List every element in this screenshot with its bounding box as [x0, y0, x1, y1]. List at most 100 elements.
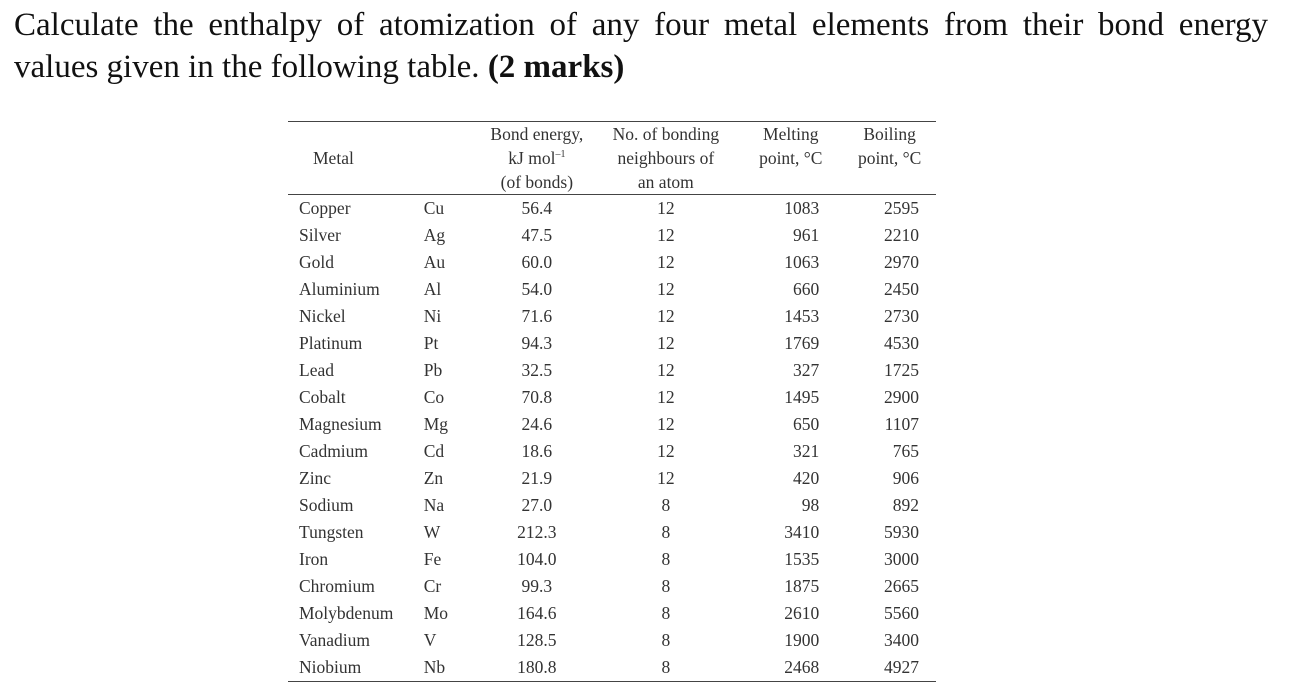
cell-metal: Aluminium: [288, 276, 424, 303]
cell-symbol: Al: [424, 276, 481, 303]
header-melting-spacer: [738, 170, 843, 194]
header-boiling-point: Boiling point, °C: [843, 122, 936, 195]
cell-melting-point: 961: [738, 222, 843, 249]
cell-melting-point: 2468: [738, 654, 843, 682]
cell-bond-energy: 56.4: [480, 195, 593, 223]
cell-bond-energy: 104.0: [480, 546, 593, 573]
cell-boiling-point: 906: [843, 465, 936, 492]
table-row: Cadmium Cd 18.6 12 321 765: [288, 438, 936, 465]
table-header-row: Metal Bond energy, kJ mol–1 (of bonds) N…: [288, 122, 936, 195]
header-neighbours: No. of bonding neighbours of an atom: [593, 122, 738, 195]
cell-metal: Gold: [288, 249, 424, 276]
table-row: Iron Fe 104.0 8 1535 3000: [288, 546, 936, 573]
cell-bond-energy: 212.3: [480, 519, 593, 546]
cell-neighbours: 8: [593, 627, 738, 654]
header-bond-energy-unit-sup: –1: [555, 149, 565, 160]
table-row: Niobium Nb 180.8 8 2468 4927: [288, 654, 936, 682]
table-row: Sodium Na 27.0 8 98 892: [288, 492, 936, 519]
cell-symbol: Pb: [424, 357, 481, 384]
header-boiling-line2: point, °C: [843, 146, 936, 170]
cell-symbol: V: [424, 627, 481, 654]
cell-melting-point: 98: [738, 492, 843, 519]
cell-symbol: Cu: [424, 195, 481, 223]
cell-boiling-point: 1725: [843, 357, 936, 384]
cell-metal: Platinum: [288, 330, 424, 357]
question-body: Calculate the enthalpy of atomization of…: [14, 7, 1268, 85]
cell-boiling-point: 892: [843, 492, 936, 519]
cell-neighbours: 12: [593, 411, 738, 438]
table-row: Vanadium V 128.5 8 1900 3400: [288, 627, 936, 654]
cell-neighbours: 12: [593, 249, 738, 276]
cell-melting-point: 327: [738, 357, 843, 384]
cell-metal: Molybdenum: [288, 600, 424, 627]
cell-metal: Iron: [288, 546, 424, 573]
header-neighbours-line3: an atom: [593, 170, 738, 194]
cell-boiling-point: 2730: [843, 303, 936, 330]
cell-metal: Copper: [288, 195, 424, 223]
header-melting-line2: point, °C: [738, 146, 843, 170]
table-row: Platinum Pt 94.3 12 1769 4530: [288, 330, 936, 357]
cell-metal: Niobium: [288, 654, 424, 682]
bond-energy-table: Metal Bond energy, kJ mol–1 (of bonds) N…: [288, 121, 936, 682]
cell-melting-point: 1063: [738, 249, 843, 276]
cell-metal: Nickel: [288, 303, 424, 330]
cell-symbol: Mo: [424, 600, 481, 627]
cell-melting-point: 2610: [738, 600, 843, 627]
cell-symbol: Na: [424, 492, 481, 519]
cell-bond-energy: 18.6: [480, 438, 593, 465]
cell-melting-point: 321: [738, 438, 843, 465]
cell-neighbours: 12: [593, 195, 738, 223]
table-row: Zinc Zn 21.9 12 420 906: [288, 465, 936, 492]
cell-symbol: W: [424, 519, 481, 546]
cell-metal: Vanadium: [288, 627, 424, 654]
cell-boiling-point: 765: [843, 438, 936, 465]
cell-bond-energy: 27.0: [480, 492, 593, 519]
cell-symbol: Co: [424, 384, 481, 411]
cell-melting-point: 1495: [738, 384, 843, 411]
header-melting-line1: Melting: [738, 122, 843, 146]
table-row: Chromium Cr 99.3 8 1875 2665: [288, 573, 936, 600]
cell-neighbours: 12: [593, 330, 738, 357]
cell-melting-point: 420: [738, 465, 843, 492]
header-neighbours-line2: neighbours of: [593, 146, 738, 170]
cell-bond-energy: 24.6: [480, 411, 593, 438]
cell-neighbours: 8: [593, 519, 738, 546]
cell-metal: Cobalt: [288, 384, 424, 411]
cell-neighbours: 12: [593, 465, 738, 492]
table-row: Silver Ag 47.5 12 961 2210: [288, 222, 936, 249]
header-bond-energy-line1: Bond energy,: [480, 122, 593, 146]
header-bond-energy-line3: (of bonds): [480, 170, 593, 194]
question-marks: (2 marks): [488, 49, 625, 85]
cell-symbol: Ni: [424, 303, 481, 330]
header-bond-energy-unit-line: kJ mol–1: [480, 146, 593, 170]
cell-neighbours: 12: [593, 357, 738, 384]
cell-bond-energy: 70.8: [480, 384, 593, 411]
table-row: Copper Cu 56.4 12 1083 2595: [288, 195, 936, 223]
header-metal-label: Metal: [313, 148, 354, 168]
cell-bond-energy: 47.5: [480, 222, 593, 249]
header-metal: Metal: [288, 122, 480, 195]
table-row: Magnesium Mg 24.6 12 650 1107: [288, 411, 936, 438]
cell-neighbours: 8: [593, 654, 738, 682]
cell-melting-point: 1900: [738, 627, 843, 654]
cell-melting-point: 1769: [738, 330, 843, 357]
cell-symbol: Nb: [424, 654, 481, 682]
cell-metal: Chromium: [288, 573, 424, 600]
cell-bond-energy: 71.6: [480, 303, 593, 330]
table-row: Gold Au 60.0 12 1063 2970: [288, 249, 936, 276]
cell-boiling-point: 2665: [843, 573, 936, 600]
cell-boiling-point: 4530: [843, 330, 936, 357]
cell-boiling-point: 5560: [843, 600, 936, 627]
cell-symbol: Cd: [424, 438, 481, 465]
cell-bond-energy: 180.8: [480, 654, 593, 682]
cell-symbol: Cr: [424, 573, 481, 600]
cell-neighbours: 12: [593, 384, 738, 411]
cell-metal: Cadmium: [288, 438, 424, 465]
cell-neighbours: 12: [593, 303, 738, 330]
cell-metal: Lead: [288, 357, 424, 384]
cell-neighbours: 8: [593, 492, 738, 519]
header-neighbours-line1: No. of bonding: [593, 122, 738, 146]
cell-melting-point: 1875: [738, 573, 843, 600]
cell-bond-energy: 21.9: [480, 465, 593, 492]
cell-metal: Silver: [288, 222, 424, 249]
